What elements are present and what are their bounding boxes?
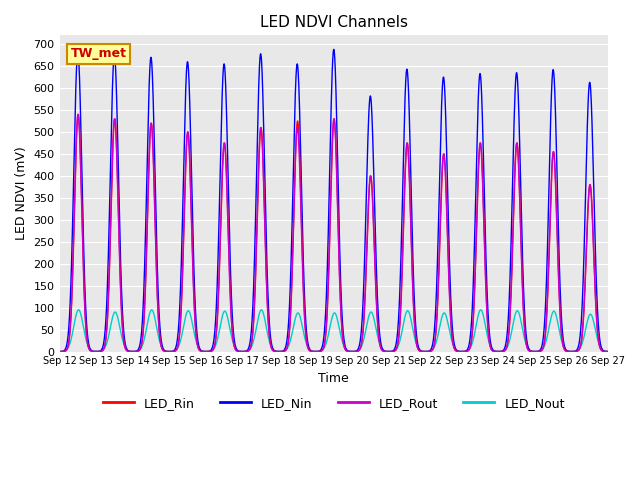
X-axis label: Time: Time xyxy=(318,372,349,385)
Legend: LED_Rin, LED_Nin, LED_Rout, LED_Nout: LED_Rin, LED_Nin, LED_Rout, LED_Nout xyxy=(98,392,570,415)
Y-axis label: LED NDVI (mV): LED NDVI (mV) xyxy=(15,146,28,240)
Text: TW_met: TW_met xyxy=(70,48,127,60)
Title: LED NDVI Channels: LED NDVI Channels xyxy=(260,15,408,30)
